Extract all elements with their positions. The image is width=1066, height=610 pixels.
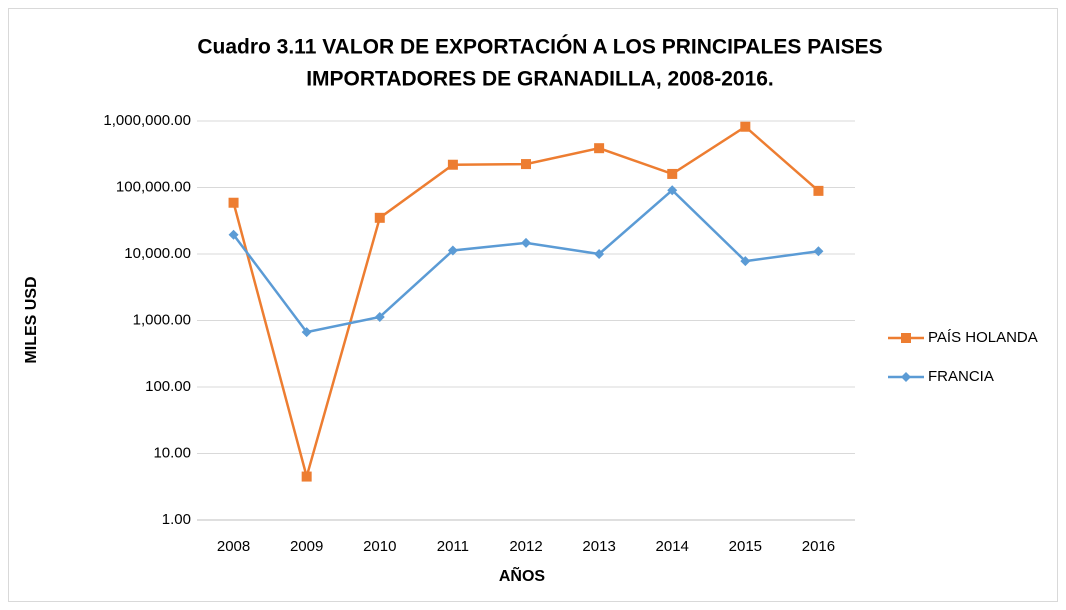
y-tick-label: 1,000,000.00 — [103, 112, 191, 129]
marker — [813, 246, 824, 257]
marker — [901, 333, 911, 343]
marker — [667, 185, 678, 196]
chart-title: Cuadro 3.11 VALOR DE EXPORTACIÓN A LOS P… — [197, 35, 882, 59]
marker — [594, 249, 605, 259]
marker — [521, 159, 531, 170]
y-tick-label: 1,000.00 — [133, 311, 191, 328]
chart-title: IMPORTADORES DE GRANADILLA, 2008-2016. — [306, 68, 774, 91]
marker — [667, 168, 678, 179]
y-tick-label: 1.00 — [162, 511, 191, 528]
marker — [374, 311, 385, 322]
chart-frame — [8, 8, 1058, 602]
x-tick-label: 2009 — [290, 538, 323, 555]
x-tick-label: 2016 — [802, 538, 835, 555]
x-tick-label: 2012 — [509, 538, 542, 555]
legend-label: PAÍS HOLANDA — [928, 329, 1038, 346]
marker — [374, 212, 385, 223]
y-tick-label: 10,000.00 — [124, 245, 191, 262]
marker — [740, 256, 751, 267]
marker — [301, 471, 312, 482]
x-tick-label: 2011 — [437, 538, 469, 555]
legend-label: FRANCIA — [928, 368, 994, 385]
x-tick-label: 2008 — [217, 538, 250, 555]
y-tick-label: 100,000.00 — [116, 178, 191, 195]
marker — [901, 372, 911, 382]
x-axis-label: AÑOS — [499, 565, 546, 585]
marker — [301, 327, 312, 338]
marker — [447, 159, 458, 170]
marker — [813, 185, 824, 196]
y-tick-label: 10.00 — [153, 444, 191, 461]
marker — [228, 229, 239, 240]
marker — [740, 121, 751, 132]
marker — [594, 143, 605, 154]
x-tick-label: 2013 — [582, 538, 615, 555]
marker — [228, 197, 239, 208]
y-axis-label: MILES USD — [23, 276, 40, 363]
marker — [521, 237, 531, 248]
marker — [447, 245, 458, 256]
x-tick-label: 2014 — [656, 538, 689, 555]
y-tick-label: 100.00 — [145, 378, 191, 395]
x-tick-label: 2010 — [363, 538, 396, 555]
x-tick-label: 2015 — [729, 538, 762, 555]
